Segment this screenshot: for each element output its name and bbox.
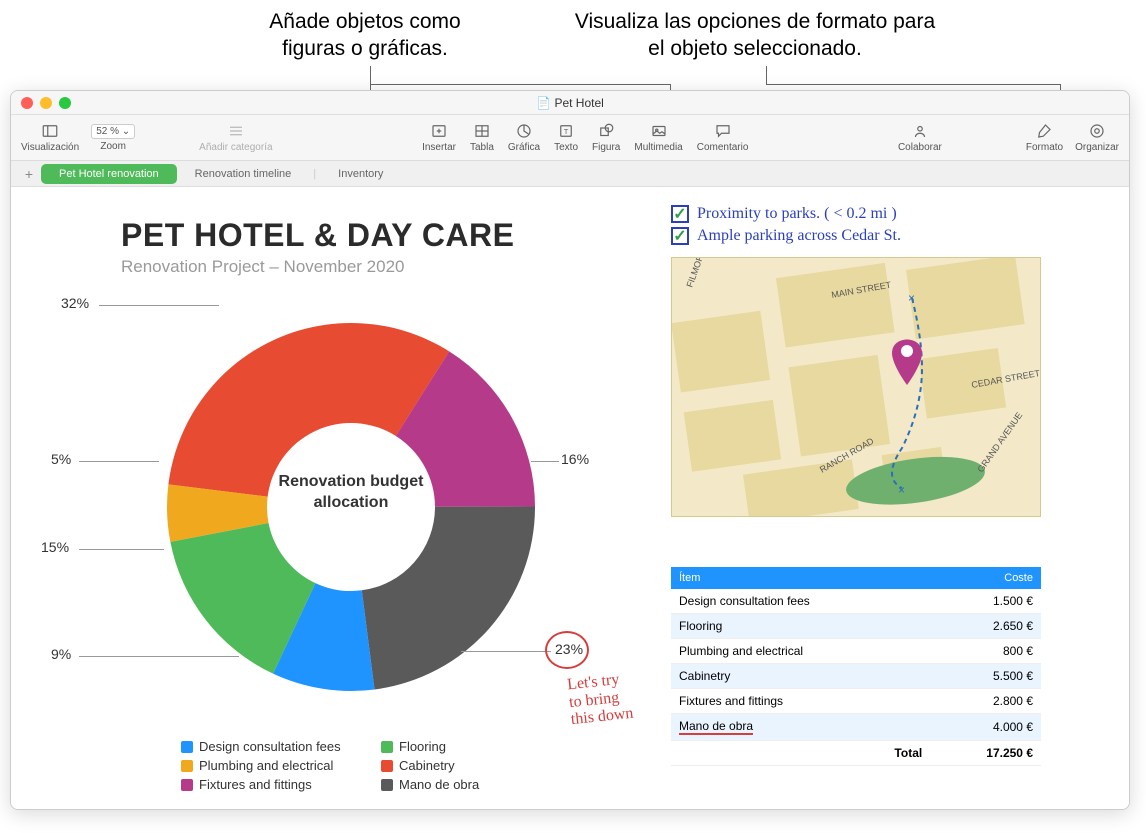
map-illustration: FILMORE ST.MAIN STREETCEDAR STREETRANCH … xyxy=(671,257,1041,517)
media-button[interactable]: Multimedia xyxy=(634,122,682,153)
sheet-tab-active[interactable]: Pet Hotel renovation xyxy=(41,164,177,184)
table-col-cost: Coste xyxy=(930,567,1041,589)
sheet-tabs: + Pet Hotel renovation Renovation timeli… xyxy=(11,161,1129,187)
pct-label-16: 16% xyxy=(561,451,589,467)
category-icon xyxy=(225,122,247,140)
collaborate-button[interactable]: Colaborar xyxy=(898,122,942,153)
chart-button[interactable]: Gráfica xyxy=(508,122,540,153)
insert-icon xyxy=(428,122,450,140)
checklist: ✓ Proximity to parks. ( < 0.2 mi ) ✓ Amp… xyxy=(671,205,901,249)
table-button[interactable]: Tabla xyxy=(470,122,494,153)
table-row[interactable]: Cabinetry5.500 € xyxy=(671,664,1041,689)
legend-item: Mano de obra xyxy=(381,777,541,792)
donut-center-label: Renovation budget allocation xyxy=(256,472,446,514)
checklist-item-2: ✓ Ample parking across Cedar St. xyxy=(671,227,901,245)
legend-item: Design consultation fees xyxy=(181,739,381,754)
annotation-circle xyxy=(545,631,589,669)
legend-item: Plumbing and electrical xyxy=(181,758,381,773)
legend-item: Flooring xyxy=(381,739,541,754)
minimize-icon[interactable] xyxy=(40,97,52,109)
handwritten-note: Let's try to bring this down xyxy=(566,670,634,729)
shape-icon xyxy=(595,122,617,140)
chart-legend: Design consultation feesFlooringPlumbing… xyxy=(181,739,541,792)
svg-text:GRAND AVENUE: GRAND AVENUE xyxy=(975,410,1024,474)
svg-text:T: T xyxy=(564,127,569,136)
callout-format-options: Visualiza las opciones de formato para e… xyxy=(565,8,945,63)
pct-label-5: 5% xyxy=(51,451,71,467)
pct-label-15: 15% xyxy=(41,539,69,555)
text-icon: T xyxy=(555,122,577,140)
toolbar: Visualización 52 % ⌄ Zoom Añadir categor… xyxy=(11,115,1129,161)
titlebar: 📄 Pet Hotel xyxy=(11,91,1129,115)
close-icon[interactable] xyxy=(21,97,33,109)
window-controls[interactable] xyxy=(21,97,71,109)
table-row[interactable]: Design consultation fees1.500 € xyxy=(671,589,1041,614)
add-sheet-button[interactable]: + xyxy=(17,166,41,182)
sheet-tab-3[interactable]: Inventory xyxy=(320,164,401,184)
add-category-button[interactable]: Añadir categoría xyxy=(199,122,272,153)
canvas[interactable]: PET HOTEL & DAY CARE Renovation Project … xyxy=(11,187,1129,809)
table-total-row: Total17.250 € xyxy=(671,741,1041,766)
svg-text:×: × xyxy=(898,483,905,497)
view-button[interactable]: Visualización xyxy=(21,122,79,153)
donut-chart[interactable]: Renovation budget allocation 32% 5% 15% … xyxy=(71,287,631,717)
checkbox-icon: ✓ xyxy=(671,227,689,245)
media-icon xyxy=(648,122,670,140)
zoom-icon[interactable] xyxy=(59,97,71,109)
format-button[interactable]: Formato xyxy=(1026,122,1063,153)
svg-text:FILMORE ST.: FILMORE ST. xyxy=(684,258,712,289)
shape-button[interactable]: Figura xyxy=(592,122,620,153)
zoom-select[interactable]: 52 % ⌄ Zoom xyxy=(91,124,135,152)
table-icon xyxy=(471,122,493,140)
insert-button[interactable]: Insertar xyxy=(422,122,456,153)
checkbox-icon: ✓ xyxy=(671,205,689,223)
chart-icon xyxy=(513,122,535,140)
comment-icon xyxy=(712,122,734,140)
organize-button[interactable]: Organizar xyxy=(1075,122,1119,153)
table-row[interactable]: Mano de obra4.000 € xyxy=(671,714,1041,741)
collaborate-icon xyxy=(909,122,931,140)
app-window: 📄 Pet Hotel Visualización 52 % ⌄ Zoom Añ… xyxy=(10,90,1130,810)
legend-item: Cabinetry xyxy=(381,758,541,773)
organize-icon xyxy=(1086,122,1108,140)
sheet-tab-2[interactable]: Renovation timeline xyxy=(177,164,310,184)
page-title: PET HOTEL & DAY CARE xyxy=(121,217,514,254)
checklist-item-1: ✓ Proximity to parks. ( < 0.2 mi ) xyxy=(671,205,901,223)
text-button[interactable]: TTexto xyxy=(554,122,578,153)
legend-item: Fixtures and fittings xyxy=(181,777,381,792)
brush-icon xyxy=(1033,122,1055,140)
sidebar-icon xyxy=(39,122,61,140)
callout-add-objects: Añade objetos como figuras o gráficas. xyxy=(245,8,485,63)
table-row[interactable]: Flooring2.650 € xyxy=(671,614,1041,639)
window-title: 📄 Pet Hotel xyxy=(536,96,604,110)
insert-group: Insertar Tabla Gráfica TTexto Figura Mul… xyxy=(422,122,748,153)
help-callouts: Añade objetos como figuras o gráficas. V… xyxy=(0,0,1146,90)
table-col-item: Ítem xyxy=(671,567,930,589)
svg-text:×: × xyxy=(908,291,915,305)
comment-button[interactable]: Comentario xyxy=(697,122,749,153)
table-row[interactable]: Plumbing and electrical800 € xyxy=(671,639,1041,664)
table-row[interactable]: Fixtures and fittings2.800 € xyxy=(671,689,1041,714)
page-subtitle: Renovation Project – November 2020 xyxy=(121,257,405,277)
pct-label-9: 9% xyxy=(51,646,71,662)
pct-label-32: 32% xyxy=(61,295,89,311)
cost-table[interactable]: Ítem Coste Design consultation fees1.500… xyxy=(671,567,1041,766)
